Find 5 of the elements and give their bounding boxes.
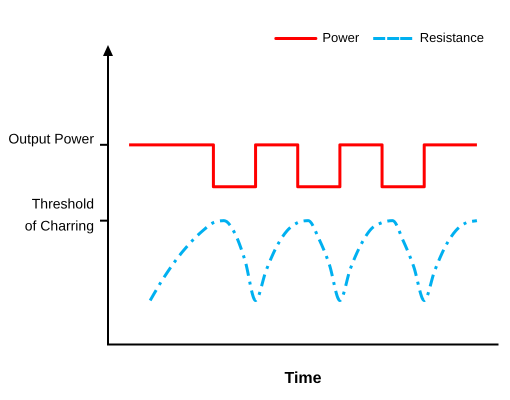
legend-label: Resistance [420, 30, 484, 46]
ref-line-label: Threshold of Charring [24, 196, 94, 234]
ref-line-label: Output Power [8, 130, 94, 147]
x-axis-title: Time [284, 370, 322, 387]
legend-label: Power [322, 30, 360, 46]
